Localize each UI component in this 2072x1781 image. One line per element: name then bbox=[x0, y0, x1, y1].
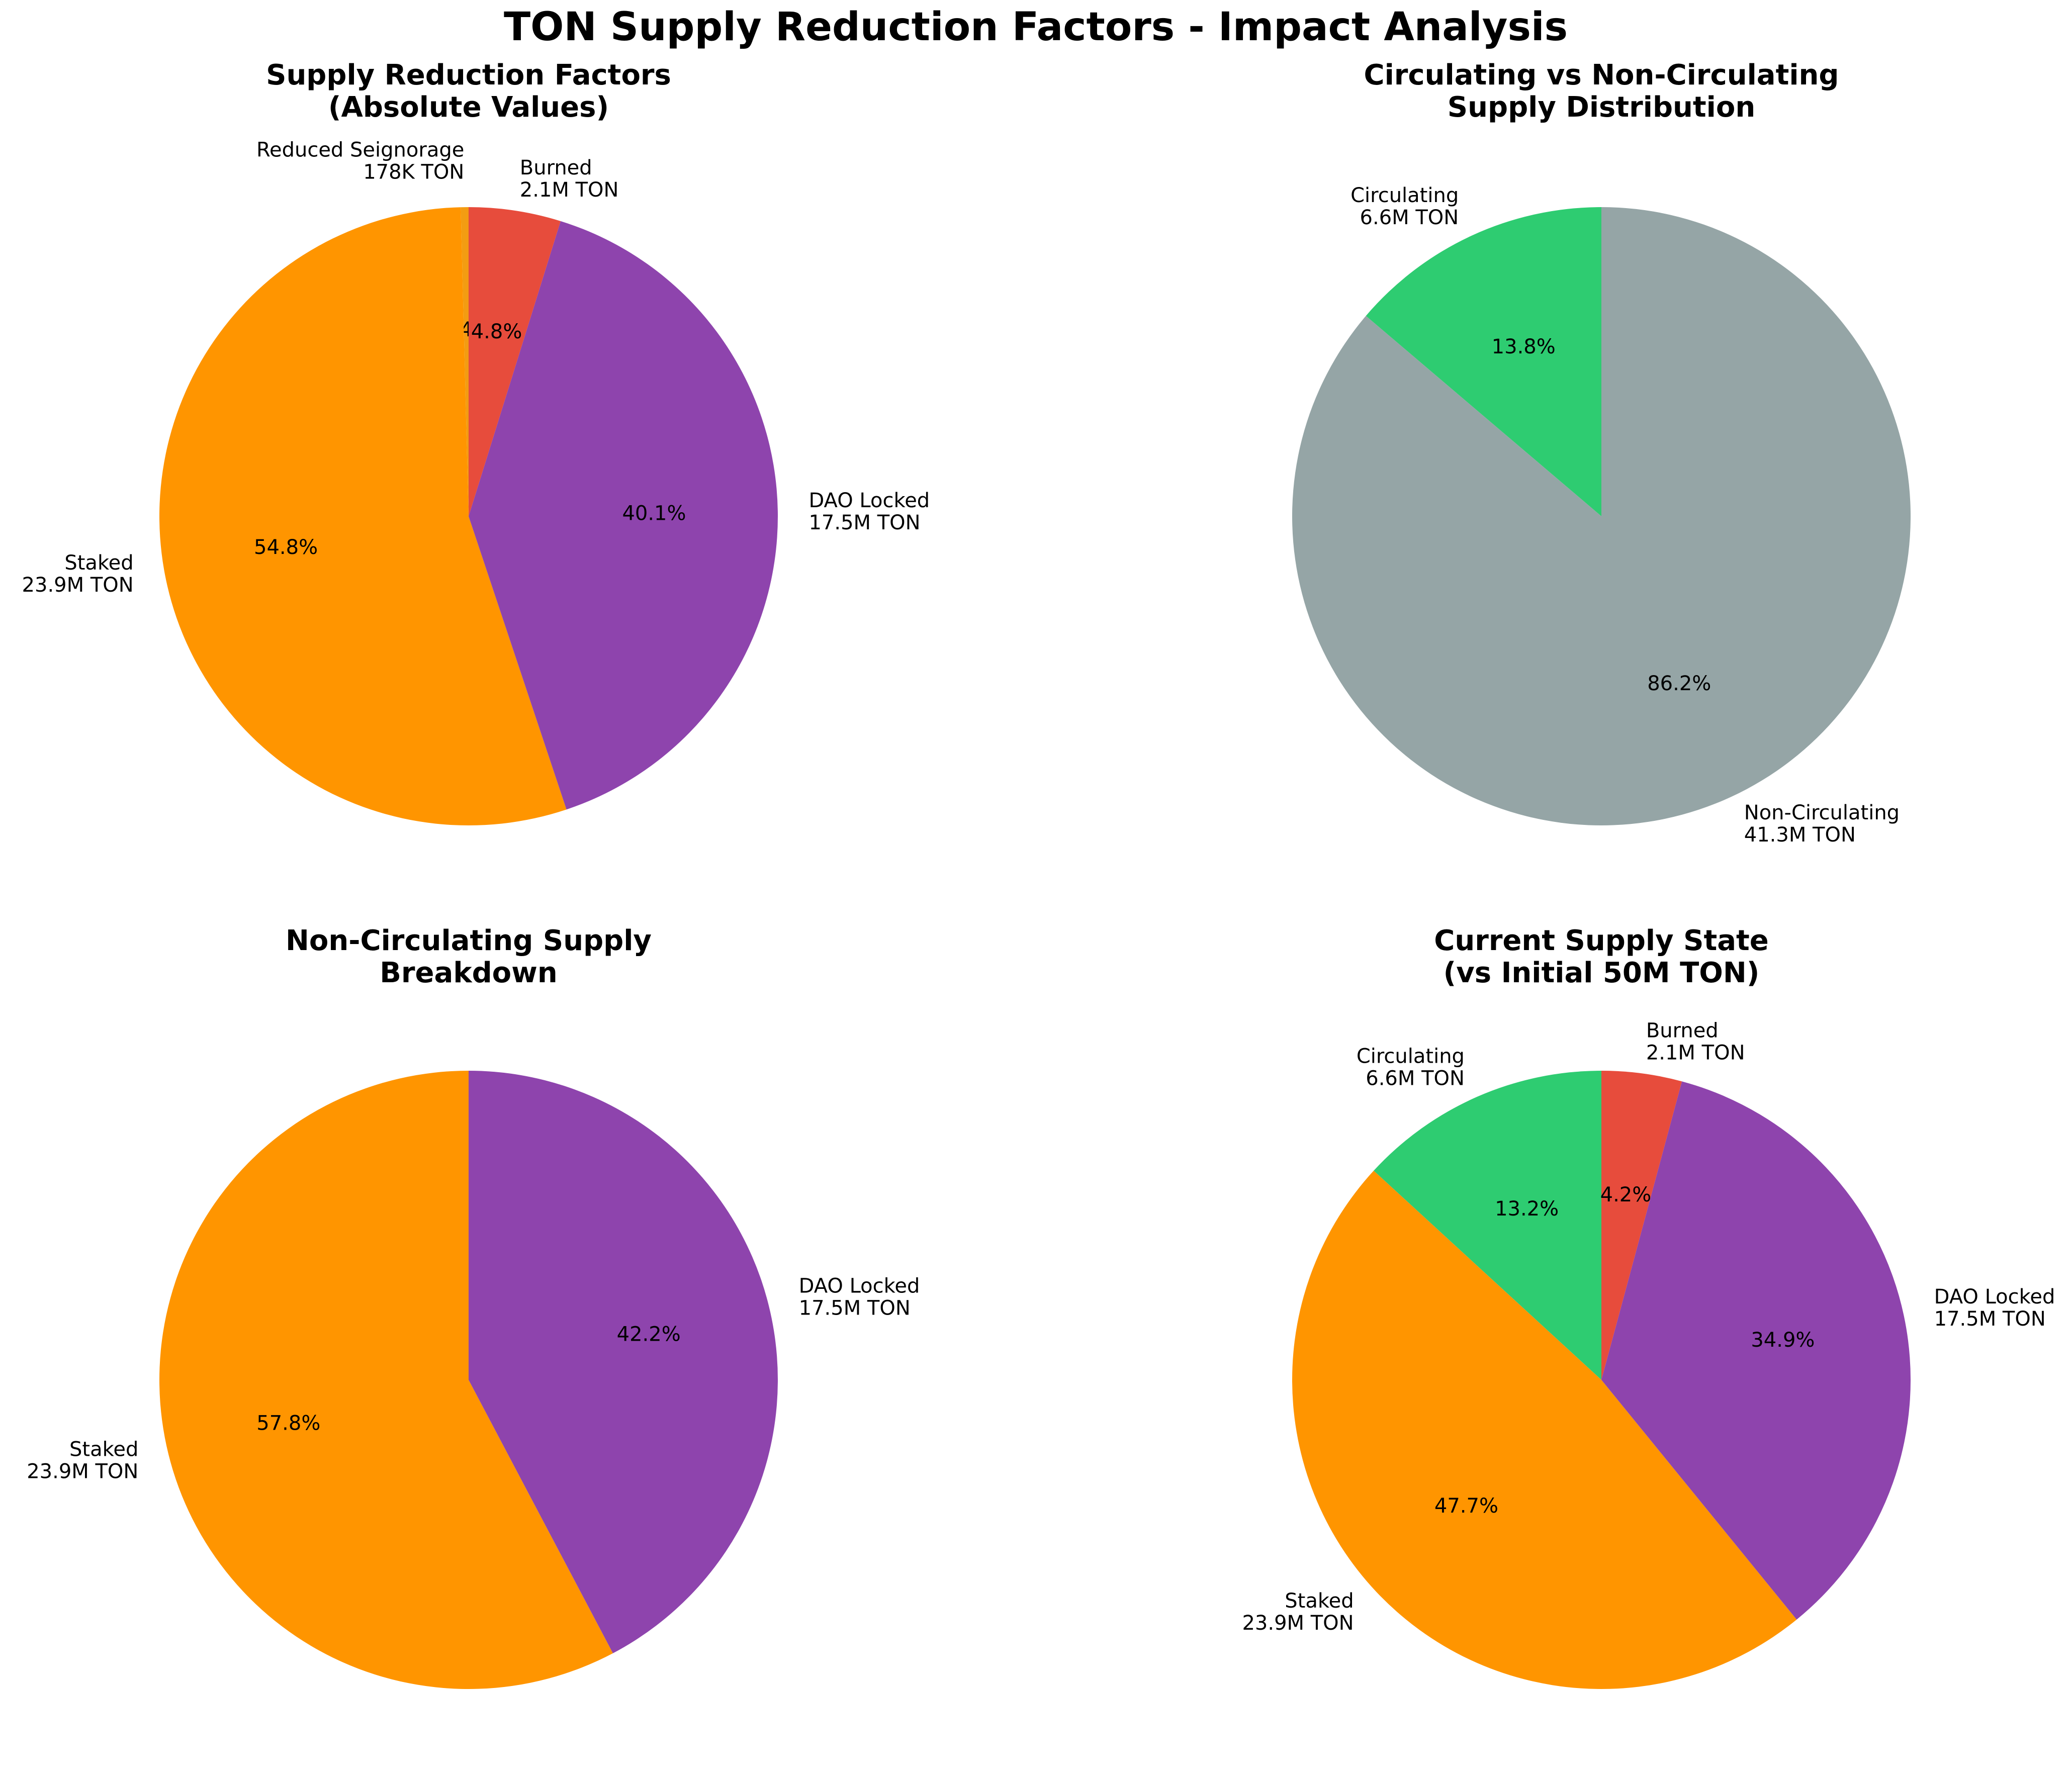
pie-grid: Supply Reduction Factors (Absolute Values… bbox=[22, 59, 2055, 1690]
slice-percent-label: 86.2% bbox=[1647, 672, 1711, 695]
slice-percent-label: 57.8% bbox=[256, 1412, 320, 1435]
pie-chart-3: Non-Circulating Supply Breakdown 57.8% Stak… bbox=[27, 924, 920, 1689]
pie-slice bbox=[469, 207, 561, 516]
slice-label: DAO Locked 17.5M TON bbox=[799, 1274, 920, 1320]
pie-chart-title: Supply Reduction Factors (Absolute Values… bbox=[266, 59, 671, 124]
pie-slice bbox=[1601, 1081, 1911, 1620]
slice-label: Burned 2.1M TON bbox=[1646, 1019, 1745, 1064]
slice-percent-label: 40.1% bbox=[622, 502, 686, 525]
pie-slice bbox=[1292, 1170, 1797, 1690]
pie-chart-title: Circulating vs Non-Circulating Supply Dis… bbox=[1364, 59, 1839, 124]
slice-label: Circulating 6.6M TON bbox=[1357, 1045, 1465, 1090]
slice-label: Staked 23.9M TON bbox=[27, 1438, 138, 1483]
slice-percent-label: 4.8% bbox=[471, 320, 522, 343]
pie-chart-1: Supply Reduction Factors (Absolute Values… bbox=[22, 59, 930, 825]
slice-label: Non-Circulating 41.3M TON bbox=[1744, 801, 1900, 847]
pie-chart-4: Current Supply State (vs Initial 50M TON)… bbox=[1242, 924, 2055, 1690]
pie-slice bbox=[1601, 1071, 1682, 1380]
pie-slice bbox=[1292, 207, 1911, 825]
figure-suptitle: TON Supply Reduction Factors - Impact An… bbox=[504, 5, 1568, 50]
slice-percent-label: 42.2% bbox=[617, 1323, 681, 1346]
slice-label: Circulating 6.6M TON bbox=[1350, 184, 1459, 229]
slice-label: Staked 23.9M TON bbox=[22, 551, 134, 597]
slice-percent-label: 34.9% bbox=[1751, 1329, 1815, 1352]
slice-label: Burned 2.1M TON bbox=[520, 156, 619, 202]
slice-label: DAO Locked 17.5M TON bbox=[808, 489, 930, 534]
slice-label: Reduced Seignorage 178K TON bbox=[256, 139, 464, 184]
slice-label: DAO Locked 17.5M TON bbox=[1934, 1285, 2055, 1331]
pie-slice bbox=[159, 1071, 613, 1689]
slice-label: Staked 23.9M TON bbox=[1242, 1589, 1354, 1635]
pie-slice bbox=[469, 1071, 778, 1653]
pie-slice bbox=[1374, 1071, 1601, 1380]
slice-percent-label: 13.2% bbox=[1495, 1197, 1559, 1221]
pie-slice bbox=[159, 207, 567, 825]
pie-slice bbox=[469, 221, 778, 810]
pie-slice bbox=[1366, 207, 1601, 516]
pie-chart-title: Current Supply State (vs Initial 50M TON) bbox=[1434, 924, 1769, 989]
slice-percent-label: 13.8% bbox=[1492, 335, 1556, 358]
pie-slice bbox=[461, 207, 469, 516]
slice-percent-label: 47.7% bbox=[1434, 1494, 1498, 1518]
pie-chart-title: Non-Circulating Supply Breakdown bbox=[286, 924, 652, 989]
slice-percent-label: 54.8% bbox=[254, 536, 318, 559]
slice-percent-label: 4.2% bbox=[1600, 1183, 1652, 1206]
pie-chart-2: Circulating vs Non-Circulating Supply Dis… bbox=[1292, 59, 1911, 847]
